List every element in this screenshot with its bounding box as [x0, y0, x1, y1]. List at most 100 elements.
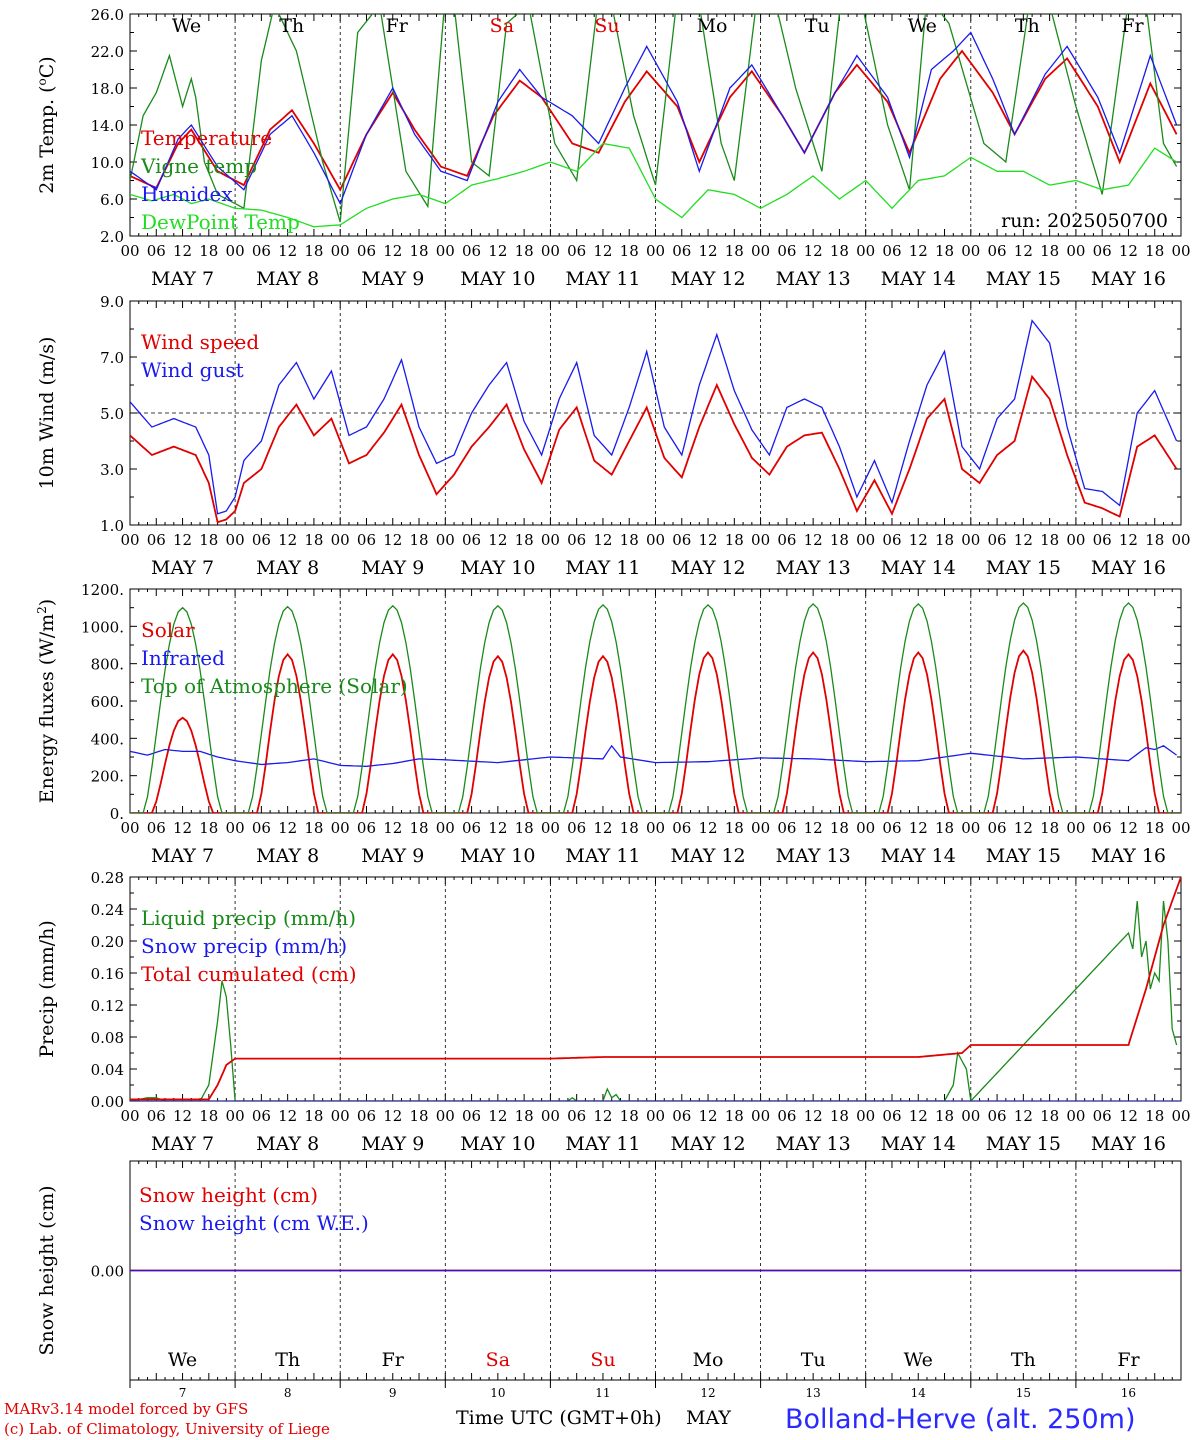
weekday-label: Su [590, 1349, 615, 1371]
x-hour-label: 06 [252, 1107, 271, 1125]
x-hour-label: 12 [278, 242, 297, 260]
x-day-label: MAY 12 [670, 268, 745, 290]
x-hour-label: 06 [252, 819, 271, 837]
x-day-number: 14 [911, 1386, 927, 1400]
x-day-label: MAY 13 [776, 1133, 851, 1155]
x-hour-label: 18 [620, 531, 639, 549]
weekday-label: Th [1011, 1349, 1036, 1371]
x-hour-label: 12 [593, 1107, 612, 1125]
x-hour-label: 12 [383, 531, 402, 549]
x-hour-label: 18 [1145, 531, 1164, 549]
x-day-label: MAY 11 [565, 268, 640, 290]
x-hour-label: 18 [830, 819, 849, 837]
x-hour-label: 18 [409, 531, 428, 549]
x-day-number: 10 [490, 1386, 505, 1400]
weekday-label: Su [594, 15, 619, 37]
x-hour-label: 12 [1014, 531, 1033, 549]
series-line-temperature [130, 49, 1178, 192]
x-axis: 00 06 12 18 MAY 7 00 06 12 18 MAY 8 00 06 12 18 MAY 9 0… [120, 242, 1190, 290]
y-axis: 2.0 6.0 10.0 14.0 18.0 22.0 26.0 [91, 6, 1181, 246]
x-hour-label: 18 [199, 819, 218, 837]
x-hour-label: 06 [672, 531, 691, 549]
x-hour-label: 18 [725, 1107, 744, 1125]
panel-wind: 1.0 3.0 5.0 7.0 9.0 10m Wind (m/s) 00 06 12 18 MAY… [36, 293, 1191, 579]
legend-entry: Snow height (cm) [139, 1183, 318, 1207]
x-hour-label: 00 [331, 531, 350, 549]
y-axis: 0. 200. 400. 600. 800. 1000. 1200. [81, 581, 1181, 823]
x-hour-label: 18 [515, 242, 534, 260]
x-day-label: MAY 8 [256, 557, 319, 579]
x-hour-label: 06 [462, 1107, 481, 1125]
series-line-top-of-atmosphere-solar- [130, 602, 1181, 813]
x-hour-label: 06 [882, 819, 901, 837]
y-tick-label: 0.20 [91, 933, 124, 951]
legend-entry: Snow height (cm W.E.) [139, 1211, 369, 1235]
y-tick-label: 22.0 [91, 43, 124, 61]
y-tick-label: 2.0 [100, 228, 124, 246]
x-hour-label: 00 [541, 819, 560, 837]
weekday-label: Th [1015, 15, 1040, 37]
x-hour-label: 00 [120, 819, 139, 837]
x-hour-label: 12 [699, 819, 718, 837]
x-hour-label: 18 [1040, 242, 1059, 260]
x-hour-label: 12 [593, 242, 612, 260]
y-tick-label: 400. [91, 730, 124, 748]
legend-entry: Vigne temp [140, 154, 257, 178]
x-hour-label: 18 [830, 1107, 849, 1125]
x-hour-label: 18 [515, 1107, 534, 1125]
weekday-label: Fr [386, 15, 409, 37]
series-line-liquid-precip-mm-h- [130, 900, 1178, 1101]
x-hour-label: 18 [304, 531, 323, 549]
x-hour-label: 06 [357, 1107, 376, 1125]
series-line-infrared [130, 744, 1177, 767]
x-hour-label: 06 [147, 819, 166, 837]
x-day-label: MAY 13 [776, 845, 851, 867]
x-hour-label: 12 [383, 1107, 402, 1125]
x-hour-label: 12 [173, 1107, 192, 1125]
x-day-label: MAY 12 [670, 557, 745, 579]
y-tick-label: 7.0 [100, 349, 124, 367]
panels: 2.0 6.0 10.0 14.0 18.0 22.0 26.0 2m Temp. (oC) 0… [35, 6, 1191, 1400]
x-hour-label: 18 [304, 242, 323, 260]
x-hour-label: 12 [593, 531, 612, 549]
x-hour-label: 12 [909, 1107, 928, 1125]
x-hour-label: 18 [830, 242, 849, 260]
x-hour-label: 18 [1040, 531, 1059, 549]
legend-entry: Liquid precip (mm/h) [141, 906, 356, 930]
x-day-number: 13 [806, 1386, 821, 1400]
x-hour-label: 12 [699, 1107, 718, 1125]
x-day-label: MAY 16 [1091, 268, 1166, 290]
legend-entry: Temperature [141, 126, 272, 150]
x-hour-label: 18 [199, 1107, 218, 1125]
x-hour-label: 06 [1093, 1107, 1112, 1125]
x-hour-label: 18 [304, 819, 323, 837]
weekday-label: Mo [697, 15, 728, 37]
x-hour-label: 00 [856, 531, 875, 549]
x-hour-label: 00 [646, 819, 665, 837]
series-group [130, 602, 1181, 813]
x-hour-label: 12 [1014, 1107, 1033, 1125]
x-hour-label: 12 [1119, 819, 1138, 837]
weekday-label: Fr [1121, 15, 1144, 37]
series-line-dewpoint-temp [130, 142, 1177, 228]
legend-entry: Wind speed [141, 330, 259, 354]
x-day-number: 9 [389, 1386, 397, 1400]
x-day-label: MAY 14 [881, 1133, 956, 1155]
legend-entry: Solar [141, 618, 195, 642]
legend-entry: Wind gust [141, 358, 244, 382]
x-hour-label: 12 [488, 242, 507, 260]
x-day-label: MAY 15 [986, 268, 1061, 290]
x-hour-label: 18 [725, 531, 744, 549]
series-group [130, 877, 1181, 1101]
x-hour-label: 00 [436, 1107, 455, 1125]
x-hour-label: 18 [725, 819, 744, 837]
x-hour-label: 00 [646, 531, 665, 549]
x-day-label: MAY 9 [361, 845, 424, 867]
footer-credit-line2: (c) Lab. of Climatology, University of L… [4, 1420, 330, 1438]
x-hour-label: 18 [1040, 1107, 1059, 1125]
x-hour-label: 06 [462, 242, 481, 260]
x-hour-label: 12 [804, 531, 823, 549]
x-day-label: MAY 16 [1091, 557, 1166, 579]
x-hour-label: 18 [935, 1107, 954, 1125]
x-hour-label: 00 [1066, 1107, 1085, 1125]
